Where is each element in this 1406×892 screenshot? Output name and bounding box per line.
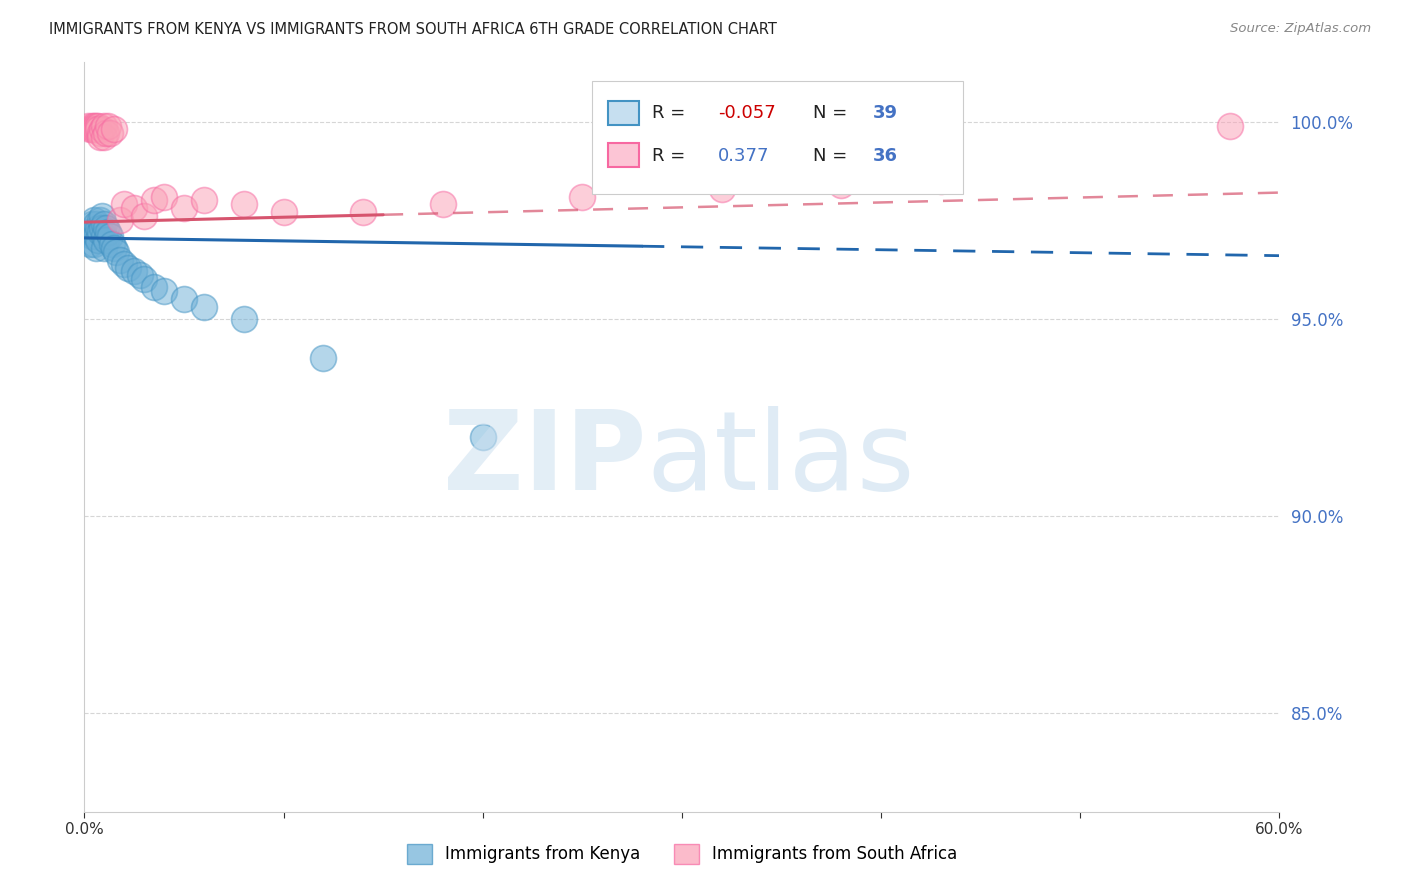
FancyBboxPatch shape xyxy=(607,144,638,168)
Point xyxy=(82,217,104,231)
Point xyxy=(830,178,852,192)
Point xyxy=(143,194,166,208)
Point xyxy=(87,233,110,247)
Point xyxy=(129,268,152,283)
Point xyxy=(93,119,115,133)
Point xyxy=(110,252,132,267)
Point xyxy=(82,229,104,244)
Legend: Immigrants from Kenya, Immigrants from South Africa: Immigrants from Kenya, Immigrants from S… xyxy=(399,838,965,871)
Point xyxy=(83,225,105,239)
Point xyxy=(98,229,121,244)
Text: N =: N = xyxy=(814,147,853,165)
Point xyxy=(91,122,114,136)
Point xyxy=(87,122,110,136)
Point xyxy=(79,122,101,136)
Point xyxy=(83,122,105,136)
Point xyxy=(571,189,593,203)
Point xyxy=(193,194,215,208)
Point xyxy=(232,197,254,211)
Point xyxy=(93,241,115,255)
Text: R =: R = xyxy=(652,147,703,165)
Point xyxy=(97,225,120,239)
Text: R =: R = xyxy=(652,104,690,122)
Point xyxy=(1219,119,1241,133)
Point xyxy=(87,221,110,235)
Point xyxy=(91,209,114,223)
Point xyxy=(93,229,115,244)
Point xyxy=(153,189,176,203)
Point xyxy=(89,130,111,145)
Point xyxy=(87,119,110,133)
Point xyxy=(83,119,105,133)
Point xyxy=(710,181,733,195)
Point xyxy=(173,292,195,306)
Point xyxy=(122,202,145,216)
Point xyxy=(93,130,115,145)
Point xyxy=(153,284,176,298)
Point xyxy=(273,205,295,219)
Point xyxy=(173,202,195,216)
Point xyxy=(101,236,124,251)
Point xyxy=(91,221,114,235)
Text: ZIP: ZIP xyxy=(443,406,647,513)
Point xyxy=(352,205,374,219)
Point xyxy=(103,241,125,255)
Point xyxy=(112,256,135,270)
Point xyxy=(89,127,111,141)
Point xyxy=(79,236,101,251)
Text: 36: 36 xyxy=(873,147,898,165)
Point xyxy=(82,119,104,133)
Text: IMMIGRANTS FROM KENYA VS IMMIGRANTS FROM SOUTH AFRICA 6TH GRADE CORRELATION CHAR: IMMIGRANTS FROM KENYA VS IMMIGRANTS FROM… xyxy=(49,22,778,37)
Point xyxy=(132,209,156,223)
Point xyxy=(86,241,108,255)
Point xyxy=(105,244,128,259)
Point xyxy=(110,213,132,227)
Point xyxy=(471,430,494,444)
Text: -0.057: -0.057 xyxy=(718,104,776,122)
Point xyxy=(82,122,104,136)
FancyBboxPatch shape xyxy=(607,101,638,125)
Text: Source: ZipAtlas.com: Source: ZipAtlas.com xyxy=(1230,22,1371,36)
Point xyxy=(432,197,454,211)
Point xyxy=(97,119,120,133)
Text: atlas: atlas xyxy=(647,406,914,513)
Point xyxy=(77,225,100,239)
Point xyxy=(98,127,121,141)
Point xyxy=(117,260,139,275)
Point xyxy=(96,233,118,247)
Point xyxy=(232,311,254,326)
Point xyxy=(929,174,952,188)
Point xyxy=(89,225,111,239)
Point xyxy=(83,213,105,227)
Point xyxy=(96,221,118,235)
Point xyxy=(83,236,105,251)
Point xyxy=(96,127,118,141)
Text: 0.377: 0.377 xyxy=(718,147,769,165)
Point xyxy=(77,119,100,133)
Text: N =: N = xyxy=(814,104,853,122)
Point xyxy=(93,217,115,231)
Point xyxy=(112,197,135,211)
Point xyxy=(89,213,111,227)
Text: 39: 39 xyxy=(873,104,898,122)
Point xyxy=(143,280,166,294)
Point xyxy=(86,217,108,231)
FancyBboxPatch shape xyxy=(592,81,963,194)
Point xyxy=(122,264,145,278)
Point xyxy=(103,122,125,136)
Point xyxy=(193,300,215,314)
Point xyxy=(312,351,335,366)
Point xyxy=(86,229,108,244)
Point xyxy=(132,272,156,286)
Point xyxy=(86,119,108,133)
Point xyxy=(86,122,108,136)
